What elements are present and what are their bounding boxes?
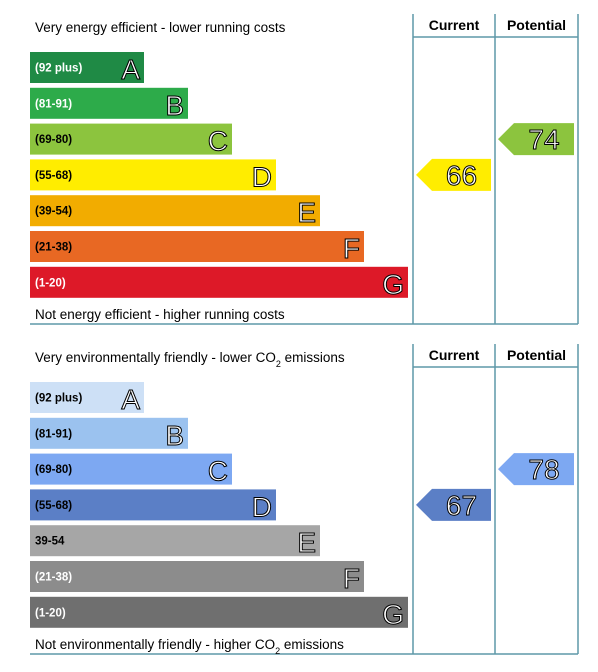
band-bar-e xyxy=(30,195,320,227)
column-header-potential: Potential xyxy=(507,347,566,363)
band-bar-d xyxy=(30,159,276,191)
potential-rating-shape xyxy=(498,123,574,156)
energy-rating-chart: Current Potential Very energy efficient - … xyxy=(30,14,579,325)
band-bar-b xyxy=(30,417,188,449)
band-bar-f xyxy=(30,561,364,592)
caption-bottom: Not environmentally friendly - higher CO… xyxy=(35,637,344,656)
current-rating-arrow: 67 xyxy=(416,488,491,521)
band-bar-g xyxy=(30,596,408,628)
caption-top: Very environmentally friendly - lower CO… xyxy=(35,350,345,369)
band-letter: E xyxy=(297,527,316,558)
band-bar-c xyxy=(30,123,232,155)
band-bar-f xyxy=(30,231,364,262)
band-range-label: (39-54) xyxy=(35,206,72,218)
caption-top: Very energy efficient - lower running co… xyxy=(35,20,286,35)
band-letter: G xyxy=(382,269,404,300)
environmental-rating-chart: Current Potential Very environmentally fri… xyxy=(30,344,579,656)
caption-bottom-text: Not environmentally friendly - higher CO xyxy=(35,637,275,652)
current-rating-shape xyxy=(416,488,491,521)
band-b: (81-91) B xyxy=(30,417,188,451)
band-bar-e xyxy=(30,525,320,557)
band-letter: A xyxy=(121,384,140,415)
band-bar-a xyxy=(30,382,144,413)
caption-top-text: Very environmentally friendly - lower CO xyxy=(35,350,276,365)
band-range-label: (21-38) xyxy=(35,242,72,254)
band-range-label: (81-91) xyxy=(35,428,72,440)
band-letter: B xyxy=(165,90,184,121)
current-rating-shape xyxy=(416,158,491,191)
band-d: (55-68) D xyxy=(30,159,276,193)
caption-bottom-text-end: emissions xyxy=(280,637,344,652)
band-letter: D xyxy=(252,491,272,522)
band-range-label: (1-20) xyxy=(35,607,66,619)
band-range-label: (69-80) xyxy=(35,134,72,146)
band-bar-d xyxy=(30,489,276,521)
band-range-label: (81-91) xyxy=(35,98,72,110)
band-range-label: (69-80) xyxy=(35,464,72,476)
band-range-label: (92 plus) xyxy=(35,63,82,75)
potential-rating-arrow: 74 xyxy=(498,123,574,156)
band-range-label: (92 plus) xyxy=(35,393,82,405)
band-letter: G xyxy=(382,599,404,630)
caption-bottom-subscript: 2 xyxy=(275,646,280,656)
column-header-current: Current xyxy=(429,17,480,33)
current-rating-arrow: 66 xyxy=(416,158,491,191)
band-b: (81-91) B xyxy=(30,87,188,121)
band-letter: F xyxy=(343,233,360,264)
band-f: (21-38) F xyxy=(30,561,364,595)
potential-rating-arrow: 78 xyxy=(498,453,574,486)
current-rating-value: 66 xyxy=(446,160,477,191)
band-letter: C xyxy=(208,456,228,487)
band-letter: D xyxy=(252,161,272,192)
band-range-label: (1-20) xyxy=(35,277,66,289)
column-header-potential: Potential xyxy=(507,17,566,33)
band-range-label: (55-68) xyxy=(35,170,72,182)
band-c: (69-80) C xyxy=(30,453,232,487)
potential-rating-value: 78 xyxy=(528,454,559,485)
potential-rating-shape xyxy=(498,453,574,486)
column-header-current: Current xyxy=(429,347,480,363)
band-bar-g xyxy=(30,266,408,298)
band-letter: F xyxy=(343,563,360,594)
caption-bottom: Not energy efficient - higher running co… xyxy=(35,307,285,322)
caption-top-text-end: emissions xyxy=(281,350,345,365)
current-rating-value: 67 xyxy=(446,490,477,521)
band-bar-c xyxy=(30,453,232,485)
band-range-label: 39-54 xyxy=(35,536,65,548)
band-d: (55-68) D xyxy=(30,489,276,523)
band-f: (21-38) F xyxy=(30,231,364,265)
potential-rating-value: 74 xyxy=(528,124,559,155)
band-c: (69-80) C xyxy=(30,123,232,157)
band-range-label: (21-38) xyxy=(35,572,72,584)
band-g: (1-20) G xyxy=(30,596,408,630)
band-letter: C xyxy=(208,126,228,157)
band-letter: E xyxy=(297,197,316,228)
band-bar-a xyxy=(30,52,144,83)
band-g: (1-20) G xyxy=(30,266,408,300)
band-a: (92 plus) A xyxy=(30,52,144,86)
band-letter: B xyxy=(165,420,184,451)
band-bar-b xyxy=(30,87,188,119)
band-e: (39-54) E xyxy=(30,195,320,229)
band-a: (92 plus) A xyxy=(30,382,144,416)
band-range-label: (55-68) xyxy=(35,500,72,512)
band-e: 39-54 E xyxy=(30,525,320,559)
caption-top-subscript: 2 xyxy=(276,359,281,369)
band-letter: A xyxy=(121,54,140,85)
